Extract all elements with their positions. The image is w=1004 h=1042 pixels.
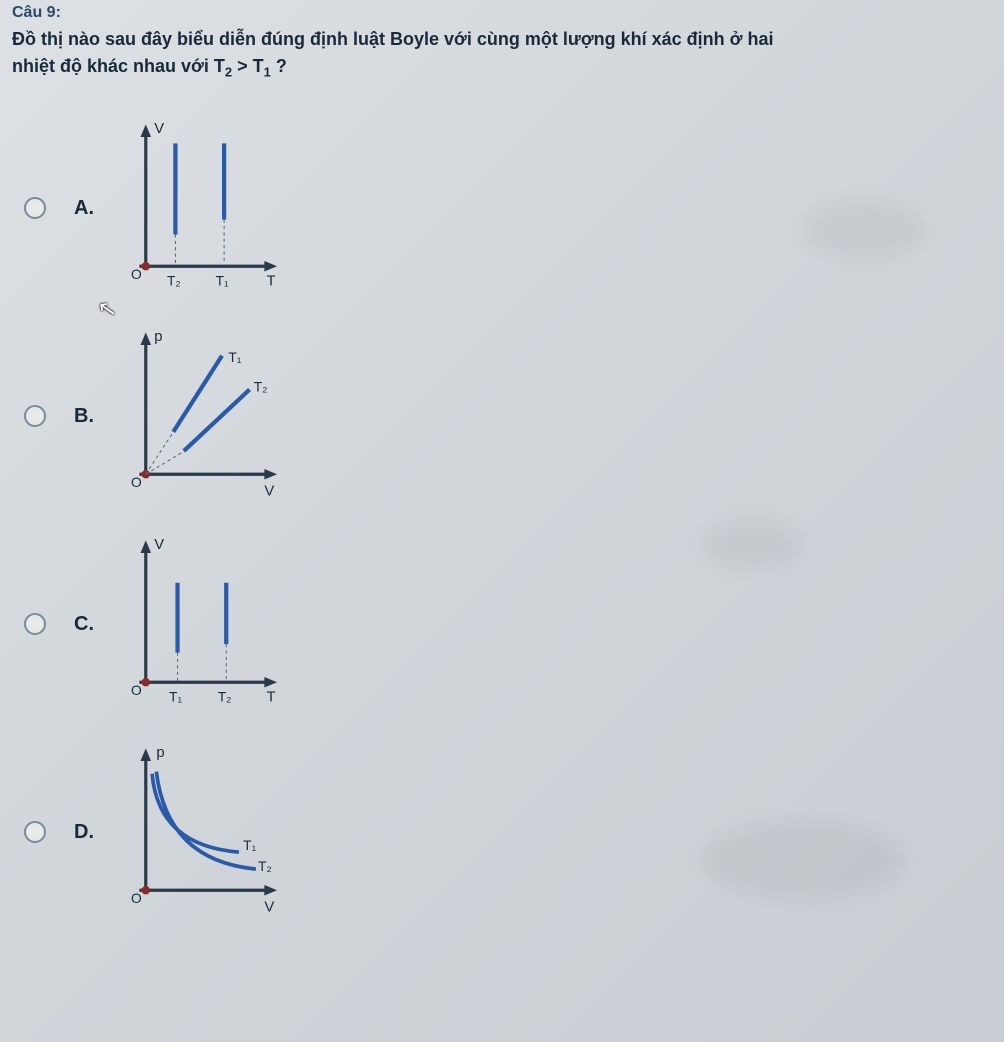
question-text: Đồ thị nào sau đây biểu diễn đúng định l… — [0, 22, 1004, 90]
question-line-2-mid: > T — [232, 56, 264, 76]
question-number: Câu 9: — [0, 0, 1004, 22]
graph-b: p O V T₁ T₂ — [114, 326, 294, 506]
graph-d: p O V T₂ T₁ — [114, 742, 294, 922]
option-b-row[interactable]: B. p O V T₁ T₂ — [24, 326, 1004, 506]
svg-text:T₁: T₁ — [216, 273, 229, 288]
question-line-2-sub2: 1 — [264, 65, 271, 80]
question-line-2-sub1: 2 — [225, 65, 232, 80]
cursor-icon: ↖ — [96, 295, 119, 324]
page-container: Câu 9: Đồ thị nào sau đây biểu diễn đúng… — [0, 0, 1004, 1042]
radio-c[interactable] — [24, 613, 46, 635]
svg-text:V: V — [264, 484, 274, 500]
radio-a[interactable] — [24, 197, 46, 219]
question-line-2-post: ? — [271, 56, 287, 76]
graph-a: V O T T₂ T₁ — [114, 118, 294, 298]
svg-text:T₂: T₂ — [258, 859, 272, 874]
svg-text:T₁: T₁ — [228, 350, 241, 365]
svg-text:O: O — [131, 683, 142, 698]
question-line-1: Đồ thị nào sau đây biểu diễn đúng định l… — [12, 29, 773, 49]
option-a-label: A. — [74, 197, 94, 220]
svg-text:T₂: T₂ — [167, 273, 181, 288]
graph-c: V O T T₁ T₂ — [114, 534, 294, 714]
svg-text:O: O — [131, 475, 142, 490]
option-c-label: C. — [74, 613, 94, 636]
svg-text:T₂: T₂ — [254, 380, 268, 395]
option-b-label: B. — [74, 405, 94, 428]
option-c-row[interactable]: C. V O T T₁ T₂ — [24, 534, 1004, 714]
option-d-label: D. — [74, 821, 94, 844]
svg-text:p: p — [156, 745, 164, 761]
svg-text:V: V — [264, 900, 274, 916]
svg-text:T: T — [266, 689, 275, 705]
radio-b[interactable] — [24, 405, 46, 427]
axis-label-t: T — [266, 273, 275, 289]
svg-text:T₁: T₁ — [243, 838, 256, 853]
svg-text:T₁: T₁ — [169, 689, 182, 704]
svg-text:O: O — [131, 891, 142, 906]
question-line-2-pre: nhiệt độ khác nhau với T — [12, 56, 225, 76]
svg-text:T₂: T₂ — [218, 689, 232, 704]
svg-text:p: p — [154, 329, 162, 345]
axis-label-v: V — [154, 121, 164, 137]
svg-text:V: V — [154, 537, 164, 553]
radio-d[interactable] — [24, 821, 46, 843]
origin-label: O — [131, 267, 142, 282]
